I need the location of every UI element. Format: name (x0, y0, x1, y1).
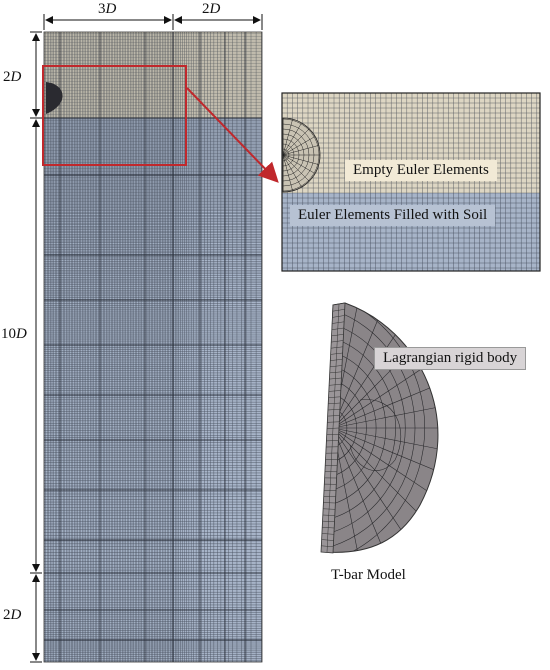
tbar-mesh-spoke (332, 338, 438, 429)
main-mesh-border (43, 31, 263, 663)
main-grid-dark-bands (44, 32, 262, 662)
tbar-mesh-spoke (332, 427, 438, 460)
zoom-tbar-spoke (282, 154, 319, 165)
zoom-tbar-spoke (282, 128, 310, 156)
tbar-mesh-spoke (332, 427, 438, 518)
zoom-tbar-mesh-lines (282, 118, 320, 192)
left-dimensions (30, 31, 42, 663)
tbar-front-mid (326, 303, 340, 553)
zoom-arrow (186, 87, 279, 183)
tbar-mesh-spoke (332, 366, 438, 429)
zoom-tbar-spoke (282, 154, 302, 188)
tbar-mesh-spoke (332, 396, 438, 429)
zoom-tbar-spoke (282, 122, 302, 156)
top-dimensions (43, 14, 263, 30)
zoom-grid-lines (282, 93, 540, 271)
mini-tbar-mesh (46, 82, 63, 114)
tbar-mesh-spoke (332, 427, 365, 553)
zoom-tbar-spoke (282, 154, 310, 182)
zoom-tbar-spoke (282, 119, 293, 156)
zoom-tbar-spoke (282, 136, 316, 156)
dim-label-left-bottom: 2D (3, 607, 22, 623)
label-soil-euler: Euler Elements Filled with Soil (290, 205, 496, 226)
dim-label-left-top: 2D (3, 69, 22, 85)
zoom-tbar-spoke (282, 154, 316, 174)
dim-label-left-mid: 10D (1, 326, 27, 342)
zoom-panel (282, 93, 540, 271)
tbar-mesh-core (349, 399, 402, 471)
label-empty-euler: Empty Euler Elements (345, 160, 497, 181)
tbar-caption: T-bar Model (331, 567, 406, 583)
main-mesh (44, 32, 262, 662)
zoom-panel-border (281, 92, 541, 272)
zoom-tbar-mesh (282, 117, 321, 193)
dim-label-top-right: 2D (202, 1, 221, 17)
tbar-mesh-spoke (332, 427, 438, 490)
highlight-box (42, 65, 187, 166)
tbar-model (320, 302, 439, 554)
mini-tbar-shape (46, 82, 63, 114)
label-rigid-body: Lagrangian rigid body (374, 347, 527, 370)
zoom-tbar-spoke (282, 145, 319, 156)
zoom-tbar-spoke (282, 154, 293, 191)
dim-label-top-left: 3D (98, 1, 117, 17)
tbar-front-mesh (321, 303, 345, 553)
